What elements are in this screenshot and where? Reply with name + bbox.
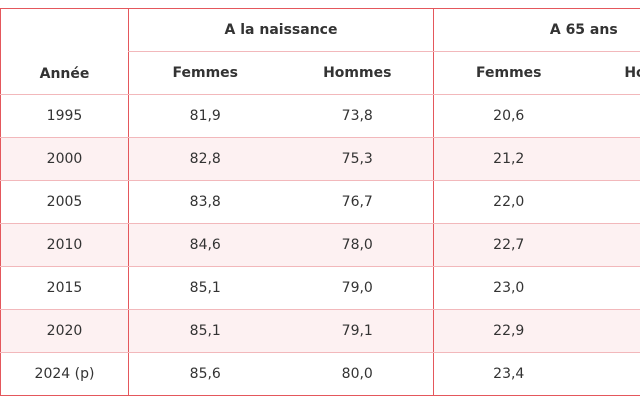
value-cell: 20,6 [433,94,584,138]
column-header: Hommes [281,51,434,95]
cell [583,94,640,138]
value-cell: 83,8 [128,180,282,224]
table-row: 2010 84,6 78,0 22,7 [0,223,640,267]
cell [583,223,640,267]
table-row: 2024 (p) 85,6 80,0 23,4 [0,352,640,396]
value-cell: 81,9 [128,94,282,138]
cell [583,137,640,181]
value-cell: 84,6 [128,223,282,267]
year-cell: 2015 [0,266,129,310]
year-header: Année [0,8,129,95]
value-cell: 22,0 [433,180,584,224]
year-cell: 2020 [0,309,129,353]
value-cell: 85,1 [128,266,282,310]
year-cell: 2000 [0,137,129,181]
cell [583,309,640,353]
value-cell: 22,9 [433,309,584,353]
value-cell: 73,8 [281,94,434,138]
value-cell: 76,7 [281,180,434,224]
value-cell: 80,0 [281,352,434,396]
table-row: 1995 81,9 73,8 20,6 [0,94,640,138]
value-cell: 22,7 [433,223,584,267]
year-cell: 2005 [0,180,129,224]
value-cell: 85,1 [128,309,282,353]
life-expectancy-table: Année A la naissance A 65 ans Femmes Hom… [0,8,640,396]
column-header: Femmes [128,51,282,95]
value-cell: 79,1 [281,309,434,353]
value-cell: 78,0 [281,223,434,267]
table-body: 1995 81,9 73,8 20,6 2000 82,8 75,3 21,2 2005 83,8… [0,94,640,396]
value-cell: 23,4 [433,352,584,396]
year-cell: 2024 (p) [0,352,129,396]
column-header: Femmes [433,51,584,95]
value-cell: 75,3 [281,137,434,181]
table-row: 2020 85,1 79,1 22,9 [0,309,640,353]
year-cell: 2010 [0,223,129,267]
value-cell: 82,8 [128,137,282,181]
table-row: 2000 82,8 75,3 21,2 [0,137,640,181]
table-row: 2005 83,8 76,7 22,0 [0,180,640,224]
column-header: Hommes [583,51,640,95]
value-cell: 85,6 [128,352,282,396]
cell [583,180,640,224]
table-row: 2015 85,1 79,0 23,0 [0,266,640,310]
cell [583,352,640,396]
group-header: A la naissance [127,8,434,52]
value-cell: 21,2 [433,137,584,181]
year-cell: 1995 [0,94,129,138]
value-cell: 23,0 [433,266,584,310]
value-cell: 79,0 [281,266,434,310]
group-header: A 65 ans [433,8,640,52]
cell [583,266,640,310]
